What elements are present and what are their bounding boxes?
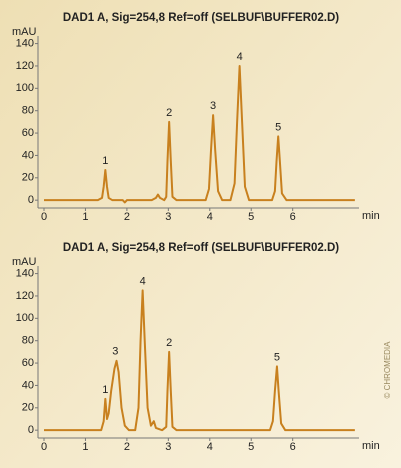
peak-label: 4 — [140, 275, 146, 287]
x-tick-label: 3 — [165, 441, 171, 453]
chart-title: DAD1 A, Sig=254,8 Ref=off (SELBUF\BUFFER… — [63, 12, 339, 24]
x-tick-label: 4 — [207, 441, 213, 453]
trace — [44, 64, 355, 204]
peak-label: 2 — [166, 337, 172, 349]
x-tick-label: 1 — [82, 441, 88, 453]
peak-label: 5 — [275, 121, 281, 133]
y-tick-label: 60 — [22, 127, 34, 139]
x-tick-label: 3 — [165, 211, 171, 223]
y-tick-label: 80 — [22, 105, 34, 117]
x-tick-label: 0 — [41, 441, 47, 453]
x-axis-label: min — [362, 210, 380, 222]
y-tick-label: 40 — [22, 379, 34, 391]
x-axis-label: min — [362, 440, 380, 452]
y-tick-label: 0 — [28, 194, 34, 206]
watermark: © CHROMEDIA — [383, 341, 392, 399]
y-tick-label: 40 — [22, 149, 34, 161]
x-tick-label: 5 — [248, 441, 254, 453]
x-tick-label: 0 — [41, 211, 47, 223]
trace — [44, 289, 355, 432]
y-tick-label: 20 — [22, 402, 34, 414]
chart-title: DAD1 A, Sig=254,8 Ref=off (SELBUF\BUFFER… — [63, 242, 339, 254]
y-tick-label: 140 — [16, 267, 34, 279]
peak-label: 1 — [102, 384, 108, 396]
peak-label: 1 — [102, 155, 108, 167]
y-axis-label: mAU — [12, 256, 37, 268]
peak-label: 4 — [237, 51, 243, 63]
y-tick-label: 100 — [16, 82, 34, 94]
peak-label: 2 — [166, 107, 172, 119]
y-tick-label: 120 — [16, 290, 34, 302]
x-tick-label: 1 — [82, 211, 88, 223]
y-tick-label: 60 — [22, 357, 34, 369]
x-tick-label: 2 — [124, 211, 130, 223]
y-tick-label: 80 — [22, 335, 34, 347]
peak-label: 5 — [274, 351, 280, 363]
y-tick-label: 20 — [22, 172, 34, 184]
y-tick-label: 120 — [16, 60, 34, 72]
x-tick-label: 6 — [290, 211, 296, 223]
y-tick-label: 140 — [16, 37, 34, 49]
x-tick-label: 4 — [207, 211, 213, 223]
x-tick-label: 2 — [124, 441, 130, 453]
peak-label: 3 — [112, 346, 118, 358]
x-tick-label: 6 — [290, 441, 296, 453]
y-tick-label: 100 — [16, 312, 34, 324]
y-tick-label: 0 — [28, 424, 34, 436]
x-tick-label: 5 — [248, 211, 254, 223]
peak-label: 3 — [210, 100, 216, 112]
y-axis-label: mAU — [12, 26, 37, 38]
